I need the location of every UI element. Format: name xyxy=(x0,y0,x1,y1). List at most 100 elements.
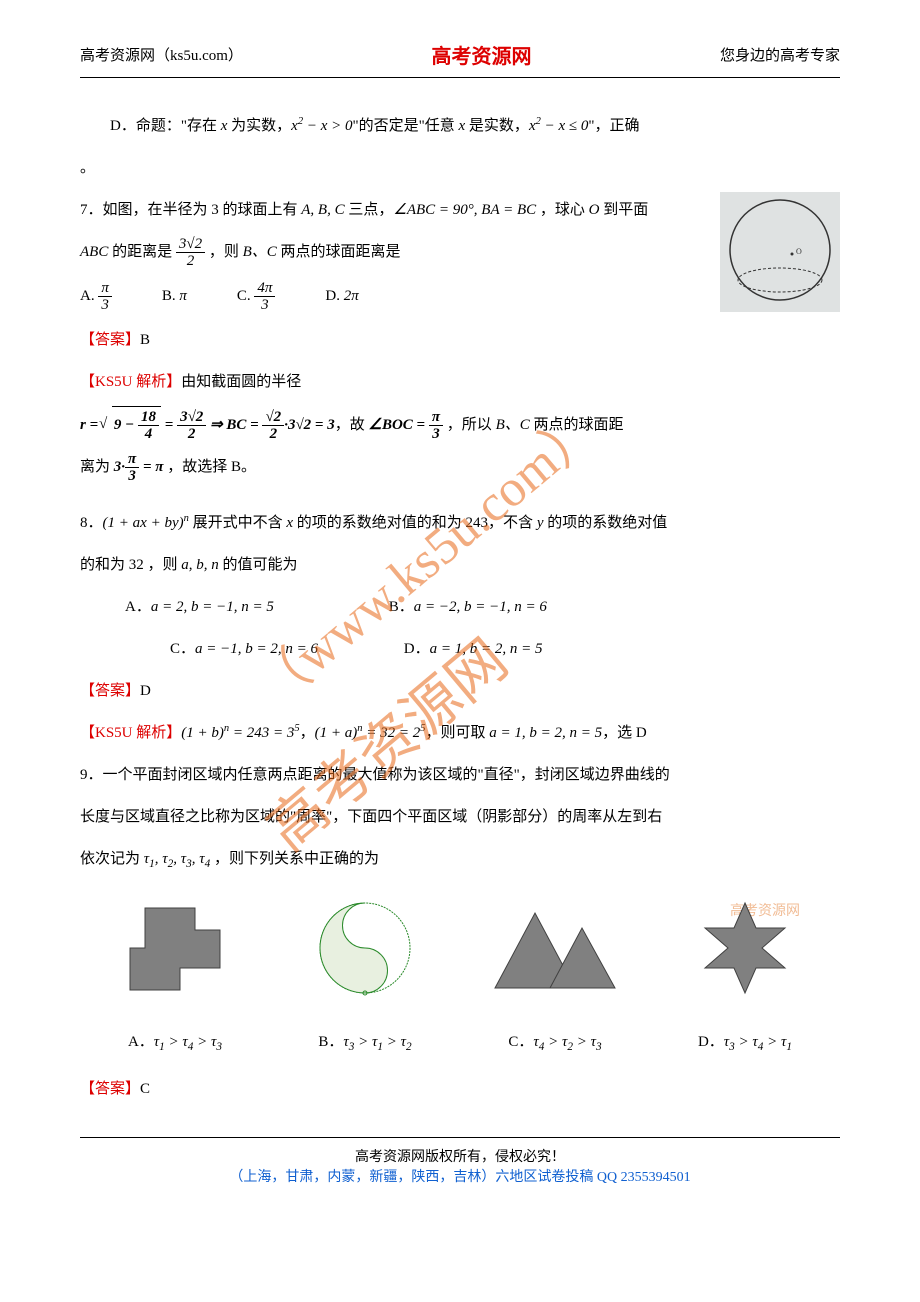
val: τ4 > τ2 > τ3 xyxy=(533,1034,601,1050)
shape-2: B．τ3 > τ1 > τ2 xyxy=(285,898,445,1061)
val: τ1 > τ4 > τ3 xyxy=(154,1034,222,1050)
text: 的项的系数绝对值 xyxy=(543,515,667,531)
val: τ3 > τ1 > τ2 xyxy=(343,1034,411,1050)
shape-1-svg xyxy=(120,898,230,998)
label: B． xyxy=(389,599,414,615)
page: 高考资源网（ks5u.com） 高考资源网 您身边的高考专家 （www.ks5u… xyxy=(0,0,920,1216)
q8-analysis: 【KS5U 解析】(1 + b)n = 243 = 35，(1 + a)n = … xyxy=(80,715,840,751)
text: "，正确 xyxy=(588,118,639,134)
q7-formula: r = 9 − 184 = 3√22 ⇒ BC = √22·3√2 = 3，故 … xyxy=(80,406,840,443)
den: 3 xyxy=(98,297,112,314)
num: π xyxy=(98,280,112,298)
analysis-label: 【KS5U 解析】 xyxy=(80,725,181,741)
val: a = 1, b = 2, n = 5 xyxy=(430,641,543,657)
text: ，则可取 xyxy=(426,725,490,741)
q7-options: A. π3 B. π C. 4π3 D. 2π xyxy=(80,278,710,314)
abc-plane: ABC xyxy=(80,244,108,260)
num: 4π xyxy=(254,280,275,298)
frac: 3√22 xyxy=(176,236,205,270)
den: 3 xyxy=(254,297,275,314)
analysis-text: 由知截面圆的半径 xyxy=(181,374,301,390)
label: C． xyxy=(170,641,195,657)
text: 到平面 xyxy=(600,202,649,218)
opt-b: B．a = −2, b = −1, n = 6 xyxy=(389,599,547,615)
abn: a, b, n xyxy=(181,557,219,573)
expr3: a = 1, b = 2, n = 5 xyxy=(489,725,602,741)
opt-c: C．τ4 > τ2 > τ3 xyxy=(475,1024,635,1061)
page-footer: 高考资源网版权所有，侵权必究！ （上海，甘肃，内蒙，新疆，陕西，吉林）六地区试卷… xyxy=(80,1137,840,1186)
label: A． xyxy=(125,599,151,615)
header-right: 您身边的高考专家 xyxy=(720,44,840,65)
q8-answer: 【答案】D xyxy=(80,673,840,709)
label: A． xyxy=(128,1034,154,1050)
bc: B、C xyxy=(496,417,530,433)
text: 的距离是 xyxy=(108,244,176,260)
text: 7．如图，在半径为 3 的球面上有 xyxy=(80,202,301,218)
text: 的值可能为 xyxy=(219,557,298,573)
text: 三点， xyxy=(345,202,394,218)
text: 两点的球面距 xyxy=(530,417,624,433)
text: ，选 D xyxy=(602,725,647,741)
label: D． xyxy=(404,641,430,657)
shape-1: A．τ1 > τ4 > τ3 xyxy=(95,898,255,1061)
shape-4-svg xyxy=(690,898,800,998)
text: 的和为 32 ，则 xyxy=(80,557,181,573)
q9-line1: 9．一个平面封闭区域内任意两点距离的最大值称为该区域的"直径"，封闭区域边界曲线… xyxy=(80,757,840,793)
expr: x2 − x > 0 xyxy=(291,118,352,134)
shape-4: D．τ3 > τ4 > τ1 xyxy=(665,898,825,1061)
dist: 3·π3 = π xyxy=(114,459,164,475)
answer-val: B xyxy=(140,332,150,348)
bc: B、C xyxy=(243,244,277,260)
answer-val: C xyxy=(140,1081,150,1097)
footer-line2: （上海，甘肃，内蒙，新疆，陕西，吉林）六地区试卷投稿 QQ 2355394501 xyxy=(80,1166,840,1186)
val: 2π xyxy=(344,288,359,304)
text: 离为 xyxy=(80,459,114,475)
answer-label: 【答案】 xyxy=(80,332,140,348)
val: a = −2, b = −1, n = 6 xyxy=(414,599,547,615)
answer-label: 【答案】 xyxy=(80,1081,140,1097)
shape-3-svg xyxy=(490,898,620,998)
text: "的否定是"任意 xyxy=(353,118,459,134)
text: 是实数， xyxy=(465,118,529,134)
expr: x2 − x ≤ 0 xyxy=(529,118,588,134)
expr2: (1 + a)n = 32 = 25 xyxy=(315,725,426,741)
val: τ3 > τ4 > τ1 xyxy=(724,1034,792,1050)
expr: (1 + ax + by)n xyxy=(103,515,189,531)
text: ，球心 xyxy=(536,202,589,218)
opt-c: C. 4π3 xyxy=(237,278,276,314)
q7-answer: 【答案】B xyxy=(80,322,840,358)
text: 两点的球面距离是 xyxy=(277,244,401,260)
label: B． xyxy=(318,1034,343,1050)
opt-b: B．τ3 > τ1 > τ2 xyxy=(285,1024,445,1061)
q9-shapes: A．τ1 > τ4 > τ3 B．τ3 > τ1 > τ2 C．τ4 > τ2 … xyxy=(80,898,840,1061)
footer-line1: 高考资源网版权所有，侵权必究！ xyxy=(80,1146,840,1166)
shape-2-svg xyxy=(310,898,420,998)
val: a = 2, b = −1, n = 5 xyxy=(151,599,274,615)
sphere-figure: O xyxy=(720,192,840,312)
val: π xyxy=(179,288,187,304)
text: ，故 xyxy=(335,417,369,433)
content: D．命题："存在 x 为实数，x2 − x > 0"的否定是"任意 x 是实数，… xyxy=(80,108,840,1107)
val: a = −1, b = 2, n = 6 xyxy=(195,641,318,657)
q8-options-row1: A．a = 2, b = −1, n = 5 B．a = −2, b = −1,… xyxy=(80,589,840,625)
q7-line1: O 7．如图，在半径为 3 的球面上有 A, B, C 三点，∠ABC = 90… xyxy=(80,192,840,228)
header-left: 高考资源网（ks5u.com） xyxy=(80,44,243,65)
prev-option-d: D．命题："存在 x 为实数，x2 − x > 0"的否定是"任意 x 是实数，… xyxy=(80,108,840,144)
text: ，则 xyxy=(205,244,243,260)
header-center: 高考资源网 xyxy=(431,40,531,69)
q9-answer: 【答案】C xyxy=(80,1071,840,1107)
text: ，所以 xyxy=(443,417,496,433)
O: O xyxy=(589,202,600,218)
text: 的项的系数绝对值的和为 243，不含 xyxy=(293,515,537,531)
analysis-label: 【KS5U 解析】 xyxy=(80,374,181,390)
q8-options-row2: C．a = −1, b = 2, n = 6 D．a = 1, b = 2, n… xyxy=(80,631,840,667)
label: C. xyxy=(237,288,251,304)
text: 为实数， xyxy=(227,118,291,134)
q8-line2: 的和为 32 ，则 a, b, n 的值可能为 xyxy=(80,547,840,583)
q7-analysis-label: 【KS5U 解析】由知截面圆的半径 xyxy=(80,364,840,400)
text: ， xyxy=(300,725,315,741)
q8-line1: 8．(1 + ax + by)n 展开式中不含 x 的项的系数绝对值的和为 24… xyxy=(80,505,840,541)
opt-a: A. π3 xyxy=(80,278,112,314)
answer-val: D xyxy=(140,683,151,699)
text: D．命题："存在 xyxy=(110,118,221,134)
